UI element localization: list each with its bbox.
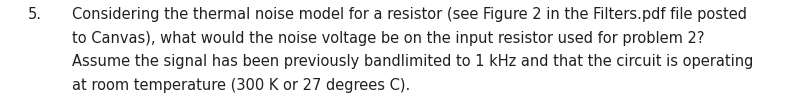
Text: Assume the signal has been previously bandlimited to 1 kHz and that the circuit : Assume the signal has been previously ba… xyxy=(72,54,753,69)
Text: Considering the thermal noise model for a resistor (see Figure 2 in the Filters.: Considering the thermal noise model for … xyxy=(72,7,747,22)
Text: to Canvas), what would the noise voltage be on the input resistor used for probl: to Canvas), what would the noise voltage… xyxy=(72,31,704,45)
Text: at room temperature (300 K or 27 degrees C).: at room temperature (300 K or 27 degrees… xyxy=(72,77,411,93)
Text: 5.: 5. xyxy=(28,7,42,22)
